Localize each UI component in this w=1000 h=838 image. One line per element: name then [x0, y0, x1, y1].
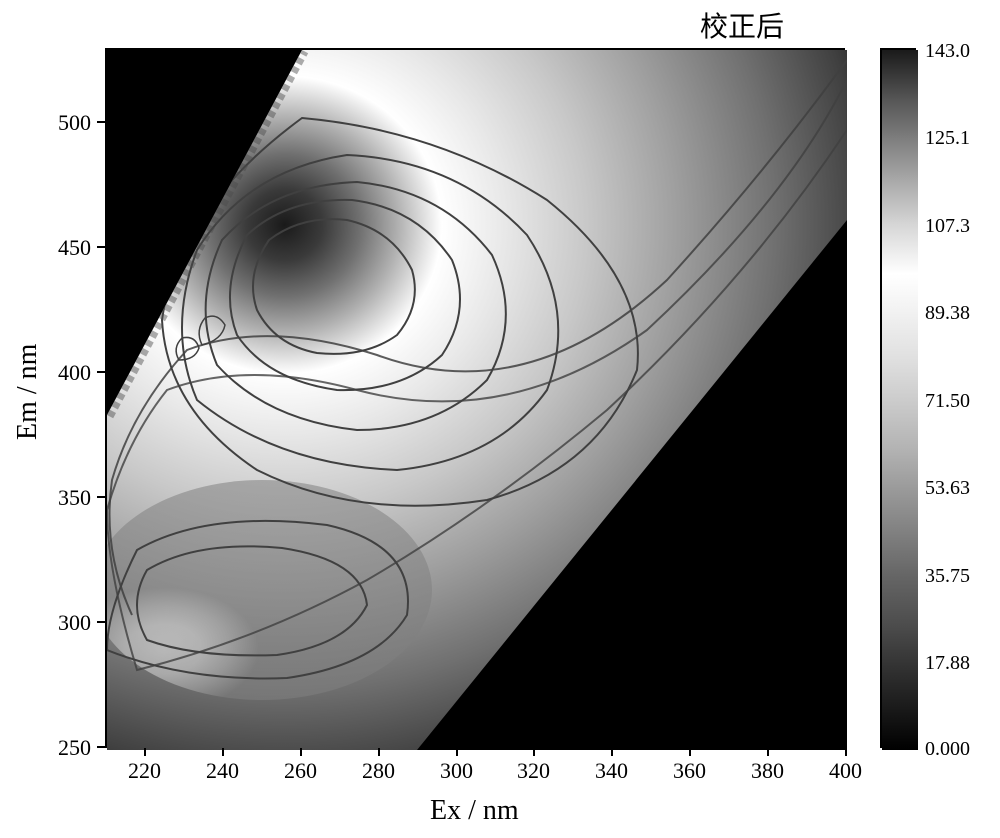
chart-container: 校正后 — [0, 0, 1000, 838]
x-tick-260: 260 — [284, 758, 317, 784]
y-tick-300: 300 — [58, 610, 91, 636]
colorbar-svg — [882, 50, 918, 750]
y-tick-500: 500 — [58, 110, 91, 136]
contour-plot — [105, 48, 845, 748]
x-tick-360: 360 — [673, 758, 706, 784]
y-tick-350: 350 — [58, 485, 91, 511]
cb-tick-2: 107.3 — [925, 215, 970, 238]
cb-tick-1: 125.1 — [925, 127, 970, 150]
y-tick-400: 400 — [58, 360, 91, 386]
cb-tick-8: 0.000 — [925, 738, 970, 761]
y-axis-label: Em / nm — [12, 344, 44, 440]
cb-tick-0: 143.0 — [925, 40, 970, 63]
x-tick-300: 300 — [440, 758, 473, 784]
contour-svg — [107, 50, 847, 750]
cb-tick-7: 17.88 — [925, 652, 970, 675]
x-tick-380: 380 — [751, 758, 784, 784]
x-tick-400: 400 — [829, 758, 862, 784]
y-tick-250: 250 — [58, 735, 91, 761]
cb-tick-5: 53.63 — [925, 477, 970, 500]
x-tick-240: 240 — [206, 758, 239, 784]
cb-tick-3: 89.38 — [925, 302, 970, 325]
cb-tick-6: 35.75 — [925, 565, 970, 588]
colorbar — [880, 48, 916, 748]
x-tick-320: 320 — [517, 758, 550, 784]
x-axis-label: Ex / nm — [430, 795, 519, 827]
x-tick-340: 340 — [595, 758, 628, 784]
y-tick-450: 450 — [58, 235, 91, 261]
cb-tick-4: 71.50 — [925, 390, 970, 413]
x-tick-220: 220 — [128, 758, 161, 784]
x-tick-280: 280 — [362, 758, 395, 784]
chart-title: 校正后 — [700, 5, 784, 45]
